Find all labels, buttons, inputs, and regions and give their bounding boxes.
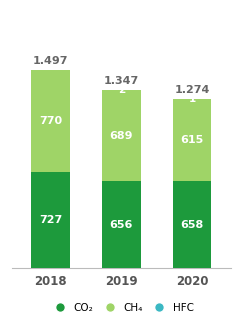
Bar	[31, 70, 70, 172]
Text: 689: 689	[110, 130, 133, 141]
Text: 1: 1	[188, 94, 196, 104]
Bar	[173, 181, 211, 268]
Legend: CO₂, CH₄, HFC: CO₂, CH₄, HFC	[45, 299, 198, 317]
Bar	[102, 90, 141, 181]
Text: 1.347: 1.347	[104, 76, 139, 86]
Text: 1.497: 1.497	[33, 56, 69, 66]
Text: 727: 727	[39, 215, 62, 225]
Text: 1.274: 1.274	[174, 85, 210, 95]
Bar	[31, 172, 70, 268]
Bar	[173, 99, 211, 181]
Text: 770: 770	[39, 116, 62, 126]
Bar	[102, 181, 141, 268]
Text: 2: 2	[118, 85, 125, 95]
Text: 658: 658	[180, 219, 204, 230]
Text: 615: 615	[180, 135, 204, 145]
Text: 656: 656	[110, 220, 133, 230]
